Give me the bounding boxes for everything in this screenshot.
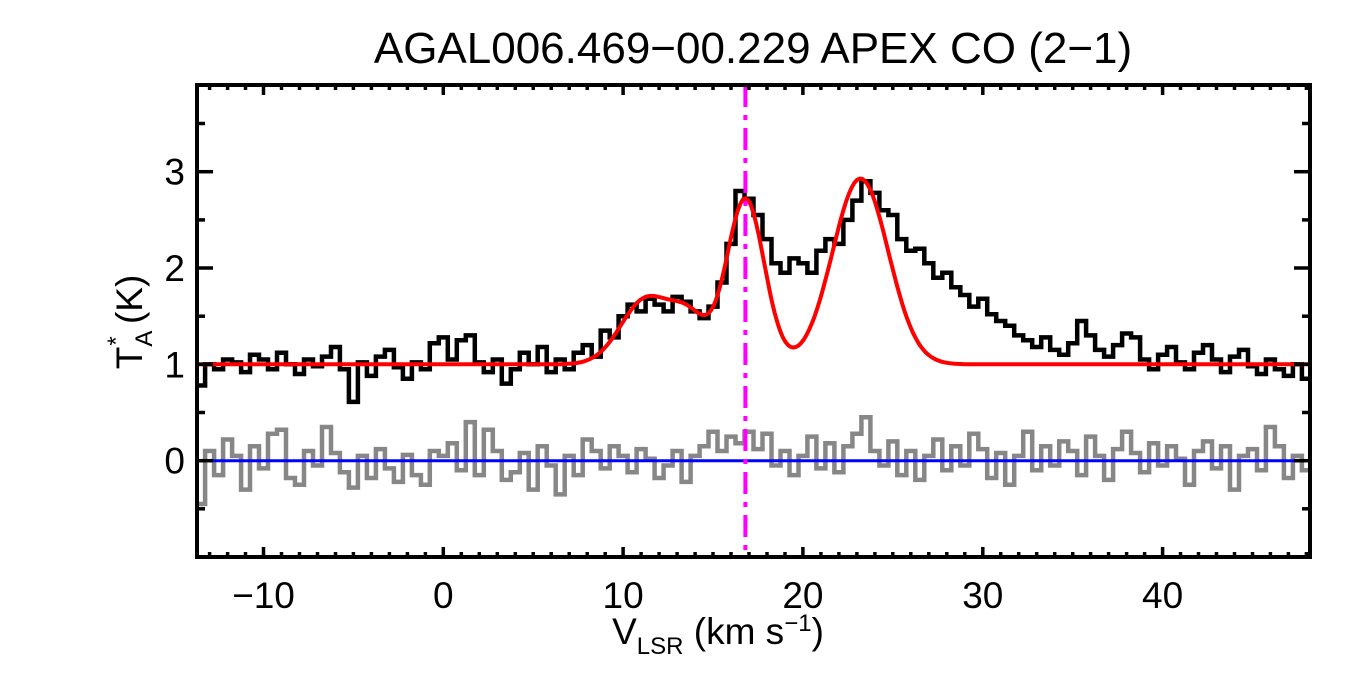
x-tick-label: 30 [962,575,1003,616]
x-tick-label: 40 [1142,575,1183,616]
x-tick-label: −10 [232,575,295,616]
residual-histogram [197,415,1310,507]
chart-title: AGAL006.469−00.229 APEX CO (2−1) [374,24,1132,73]
x-tick-label: 10 [603,575,644,616]
x-axis-label: VLSR (km s−1) [612,610,824,660]
y-axis-label-unit: (K) [109,275,150,335]
plot-box [195,83,1312,559]
gaussian-fit-curve [197,176,1310,367]
x-tick-label: 0 [433,575,454,616]
y-axis-label-subscript: A [131,331,158,347]
x-axis-label-superscript: −1 [784,610,811,637]
y-tick-label: 1 [164,344,185,385]
x-axis-label-unit: (km s [683,611,784,652]
data-series-layer [197,85,1310,557]
x-axis-label-subscript: LSR [637,633,684,660]
axis-labels-layer: −10 0 10 20 30 40 0 1 2 3 VLSR (km s−1) TA* (K) [103,152,1183,660]
y-axis-label-superscript: * [103,336,130,345]
x-axis-label-close: ) [812,611,824,652]
axes-layer [195,83,1312,559]
x-tick-label: 20 [782,575,823,616]
y-axis-label: TA* (K) [103,275,158,370]
y-tick-label: 3 [164,152,185,193]
y-tick-label: 0 [164,441,185,482]
y-tick-label: 2 [164,248,185,289]
